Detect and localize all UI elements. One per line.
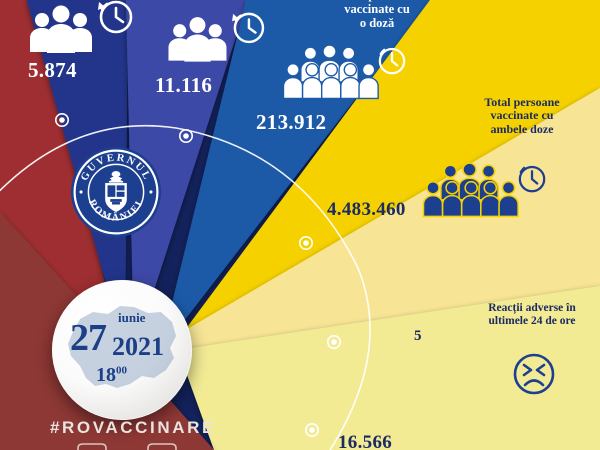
segment-5-value: 5 (414, 328, 422, 344)
crowd-clock-icon (422, 162, 546, 218)
segment-3-value: 213.912 (256, 110, 327, 134)
caption-line: o doză (359, 16, 395, 30)
date-year: 2021 (112, 332, 164, 361)
segment-2-value: 11.116 (155, 73, 213, 97)
caption-line: Reacții adverse în (488, 302, 576, 314)
hour-value: 18 (96, 364, 116, 386)
people-clock-icon (168, 12, 265, 62)
segment-6-value: 16.566 (338, 432, 393, 450)
arc-node (304, 422, 319, 437)
connector-arc (0, 124, 371, 450)
segment-4-value: 4.483.460 (327, 199, 406, 220)
date-hour: 1800 (96, 364, 127, 387)
government-emblem: GUVERNUL ROMÂNIEI (70, 146, 162, 238)
caption-line: vaccinate cu (490, 108, 554, 123)
caption-line: ambele doze (490, 121, 554, 136)
caption-line: ultimele 24 de ore (488, 314, 576, 327)
people-clock-icon (30, 0, 133, 53)
sad-face-icon (513, 353, 555, 395)
segment-wedge-6 (178, 286, 600, 450)
arc-node (298, 236, 313, 251)
romania-map-icon (68, 306, 176, 388)
segment-wedge-5 (182, 88, 600, 352)
segment-5-caption: Reacții adverse în ultimele 24 de ore (466, 302, 598, 328)
arc-node (54, 113, 69, 128)
caption-line: Total persoane (484, 95, 560, 109)
hour-minutes: 00 (116, 364, 127, 377)
arc-node (326, 334, 341, 349)
date-badge: 27 iunie 2021 1800 (52, 280, 192, 420)
campaign-hashtag: #ROVACCINARE (50, 418, 216, 437)
segment-1-value: 5.874 (28, 58, 77, 82)
segment-3-caption: Total persoane vaccinate cu o doză (312, 0, 442, 30)
date-month: iunie (118, 310, 146, 325)
caption-line: vaccinate cu (344, 2, 410, 16)
segment-wedge-2 (126, 0, 248, 352)
coat-of-arms-icon (104, 170, 128, 213)
segment-4-caption: Total persoane vaccinate cu ambele doze (452, 95, 592, 136)
crowd-clock-icon (282, 44, 406, 100)
segment-wedge-red-top (0, 0, 122, 350)
partner-logos-strip (77, 443, 177, 450)
date-day: 27 (70, 317, 107, 359)
segment-wedge-4 (182, 0, 600, 334)
caption-line: Total persoane (312, 0, 442, 2)
arc-node (179, 129, 194, 144)
